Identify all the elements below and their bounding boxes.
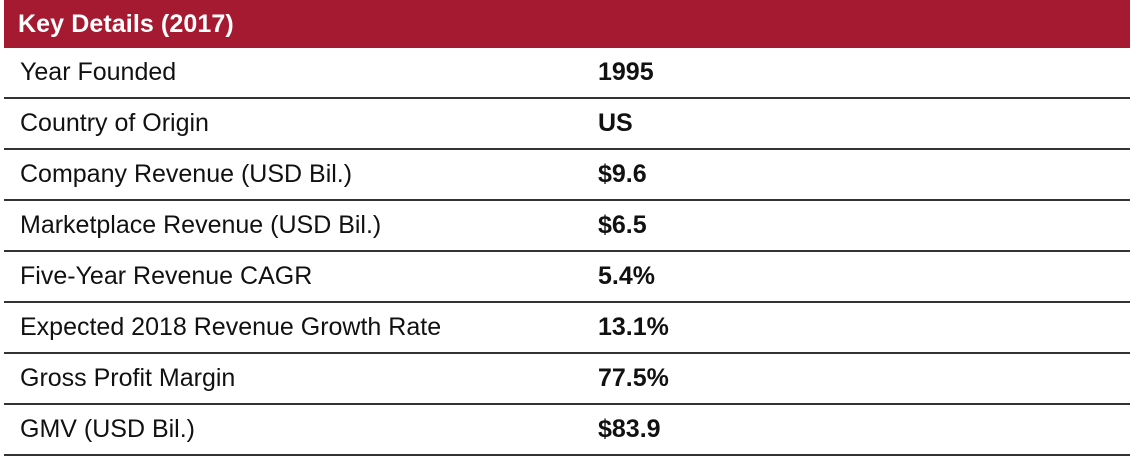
row-value: $83.9 — [598, 415, 661, 443]
row-value: 13.1% — [598, 313, 669, 341]
table-body: Year Founded 1995 Country of Origin US C… — [4, 48, 1130, 456]
table-title: Key Details (2017) — [4, 0, 1130, 48]
row-label: Five-Year Revenue CAGR — [20, 262, 313, 290]
row-value: 5.4% — [598, 262, 655, 290]
row-label: Expected 2018 Revenue Growth Rate — [20, 313, 442, 341]
table-row: GMV (USD Bil.) $83.9 — [4, 405, 1130, 456]
table-row: Five-Year Revenue CAGR 5.4% — [4, 252, 1130, 303]
row-label: Company Revenue (USD Bil.) — [20, 160, 353, 188]
key-details-table: Key Details (2017) Year Founded 1995 Cou… — [4, 0, 1130, 456]
row-value: $9.6 — [598, 160, 647, 188]
row-value: $6.5 — [598, 211, 647, 239]
row-label: Country of Origin — [20, 109, 209, 137]
table-row: Expected 2018 Revenue Growth Rate 13.1% — [4, 303, 1130, 354]
row-label: Marketplace Revenue (USD Bil.) — [20, 211, 382, 239]
table-row: Marketplace Revenue (USD Bil.) $6.5 — [4, 201, 1130, 252]
row-value: 1995 — [598, 58, 654, 86]
row-label: Gross Profit Margin — [20, 364, 236, 392]
row-value: US — [598, 109, 633, 137]
row-label: Year Founded — [20, 58, 177, 86]
table-row: Gross Profit Margin 77.5% — [4, 354, 1130, 405]
table-row: Company Revenue (USD Bil.) $9.6 — [4, 150, 1130, 201]
table-row: Country of Origin US — [4, 99, 1130, 150]
row-value: 77.5% — [598, 364, 669, 392]
row-label: GMV (USD Bil.) — [20, 415, 195, 443]
table-row: Year Founded 1995 — [4, 48, 1130, 99]
